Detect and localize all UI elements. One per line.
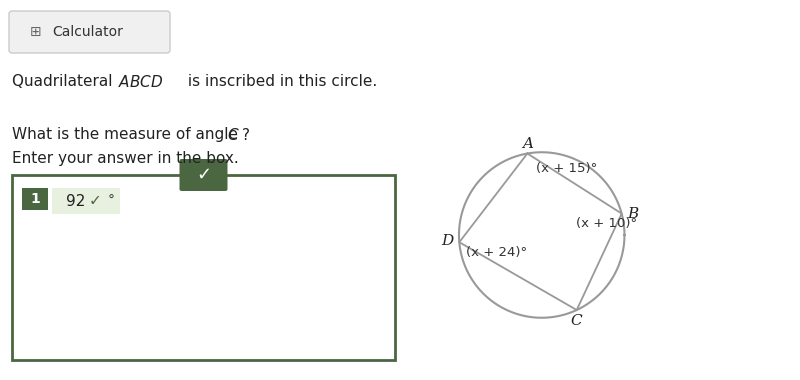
Text: 92: 92 xyxy=(66,193,86,209)
FancyBboxPatch shape xyxy=(52,188,120,214)
Text: C: C xyxy=(571,314,582,328)
Text: (x + 15)°: (x + 15)° xyxy=(536,162,597,175)
Text: ⊞: ⊞ xyxy=(30,25,42,39)
Text: What is the measure of angle: What is the measure of angle xyxy=(12,128,243,142)
Text: B: B xyxy=(626,207,638,220)
Text: $ABCD$: $ABCD$ xyxy=(118,74,163,90)
Text: ?: ? xyxy=(242,128,250,142)
Text: (x + 24)°: (x + 24)° xyxy=(466,247,527,260)
FancyBboxPatch shape xyxy=(12,175,395,360)
FancyBboxPatch shape xyxy=(179,159,227,191)
Text: °: ° xyxy=(108,194,115,208)
Text: (x + 10)°: (x + 10)° xyxy=(576,217,638,230)
FancyBboxPatch shape xyxy=(22,188,48,210)
Text: A: A xyxy=(522,136,533,150)
Text: 1: 1 xyxy=(30,192,40,206)
Text: Quadrilateral: Quadrilateral xyxy=(12,74,118,90)
Text: Enter your answer in the box.: Enter your answer in the box. xyxy=(12,150,238,166)
Text: is inscribed in this circle.: is inscribed in this circle. xyxy=(183,74,378,90)
Text: ✓: ✓ xyxy=(89,193,102,209)
Text: D: D xyxy=(441,234,453,247)
FancyBboxPatch shape xyxy=(9,11,170,53)
Text: ✓: ✓ xyxy=(196,166,211,184)
Text: Calculator: Calculator xyxy=(52,25,123,39)
Text: $C$: $C$ xyxy=(227,127,239,143)
